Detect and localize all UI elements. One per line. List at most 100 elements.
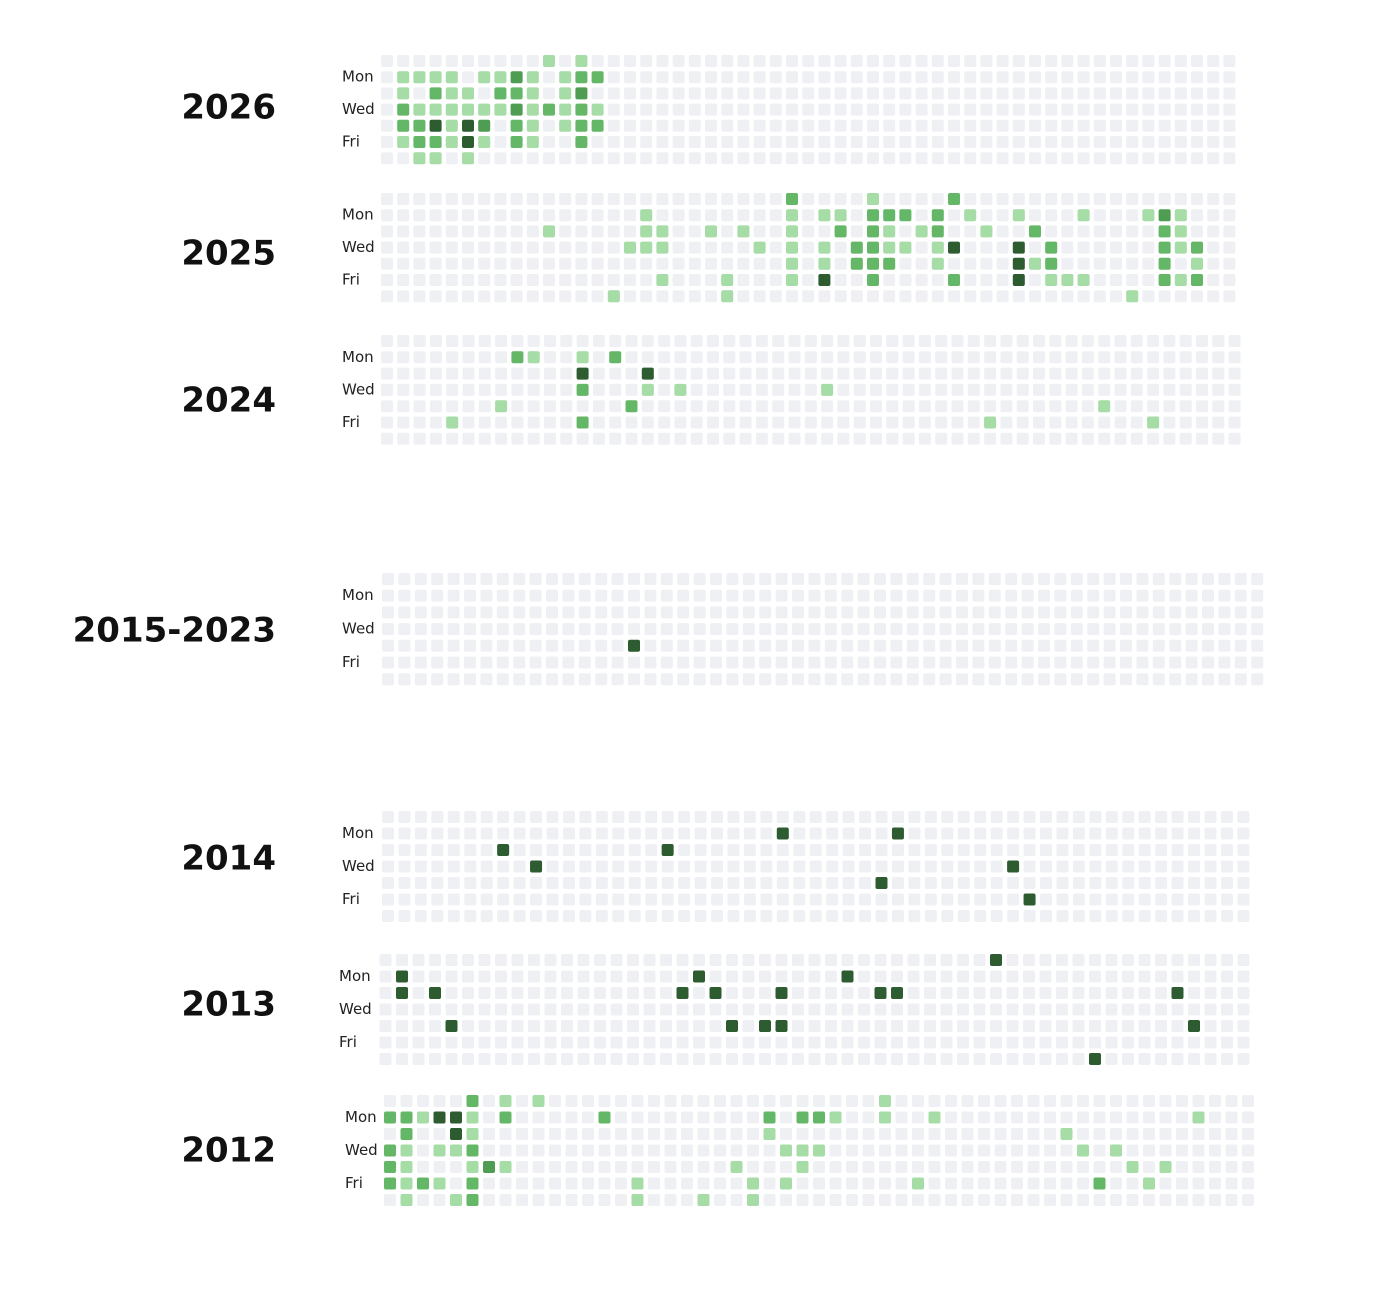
empty-cell [737, 290, 750, 303]
empty-cell [1061, 87, 1074, 100]
empty-cell [902, 351, 915, 364]
empty-cell [559, 225, 572, 238]
empty-cell [516, 1194, 528, 1206]
empty-cell [972, 673, 985, 686]
empty-cell [397, 193, 410, 205]
empty-cell [612, 877, 625, 889]
contribution-cell [429, 103, 442, 116]
empty-cell [846, 1095, 858, 1107]
empty-cell [532, 1111, 545, 1124]
empty-cell [429, 241, 442, 254]
empty-cell [660, 656, 673, 669]
empty-cell [899, 103, 912, 116]
empty-cell [381, 209, 393, 222]
empty-cell [747, 1161, 759, 1173]
contribution-cell [730, 1161, 743, 1173]
empty-cell [648, 1177, 660, 1190]
empty-cell [676, 1053, 689, 1065]
empty-cell [990, 811, 1003, 823]
empty-cell [1204, 954, 1217, 966]
empty-cell [1143, 1095, 1155, 1107]
empty-cell [1105, 954, 1118, 966]
empty-cell [478, 1053, 491, 1065]
empty-cell [834, 152, 847, 165]
empty-cell [1005, 606, 1018, 619]
empty-cell [850, 274, 863, 286]
empty-cell [1089, 893, 1102, 906]
empty-cell [656, 136, 669, 148]
empty-cell [598, 1161, 611, 1173]
empty-cell [918, 367, 931, 380]
empty-cell [994, 1095, 1007, 1107]
empty-cell [494, 152, 507, 165]
empty-cell [429, 970, 441, 983]
empty-cell [1163, 416, 1176, 429]
empty-cell [1188, 987, 1200, 999]
empty-cell [984, 351, 997, 364]
contribution-cell [429, 119, 442, 132]
empty-cell [658, 335, 671, 347]
empty-cell [382, 827, 394, 840]
empty-cell [510, 290, 523, 303]
empty-cell [1155, 1003, 1167, 1016]
empty-cell [627, 1003, 639, 1016]
contribution-cell [786, 209, 798, 222]
empty-cell [510, 193, 523, 205]
empty-cell [381, 383, 393, 396]
empty-cell [1077, 1095, 1089, 1107]
contribution-cell [1098, 400, 1111, 413]
empty-cell [1136, 623, 1149, 636]
empty-cell [478, 970, 491, 983]
empty-cell [381, 136, 393, 148]
empty-cell [737, 55, 750, 67]
empty-cell [592, 400, 605, 413]
empty-cell [788, 432, 801, 445]
empty-cell [769, 87, 782, 100]
empty-cell [796, 1095, 809, 1107]
empty-cell [697, 1161, 710, 1173]
empty-cell [918, 432, 931, 445]
empty-cell [1212, 383, 1225, 396]
empty-cell [565, 1177, 578, 1190]
empty-cell [1163, 335, 1176, 347]
empty-cell [1061, 55, 1074, 67]
empty-cell [1207, 136, 1220, 148]
contribution-cell [466, 1095, 479, 1107]
empty-cell [640, 87, 653, 100]
empty-cell [615, 1144, 627, 1157]
empty-cell [895, 1111, 908, 1124]
empty-cell [496, 656, 509, 669]
empty-cell [780, 1111, 792, 1124]
empty-cell [429, 416, 442, 429]
empty-cell [511, 432, 524, 445]
empty-cell [624, 152, 636, 165]
empty-cell [743, 910, 756, 922]
empty-cell [494, 257, 507, 270]
contribution-cell [676, 987, 689, 999]
empty-cell [1225, 1194, 1238, 1206]
empty-cell [1159, 1194, 1172, 1206]
empty-cell [793, 811, 806, 823]
empty-cell [1196, 351, 1208, 364]
empty-cell [924, 910, 937, 922]
contribution-cell [867, 225, 879, 238]
empty-cell [516, 1095, 528, 1107]
empty-cell [1158, 71, 1171, 84]
empty-cell [1105, 1036, 1118, 1049]
empty-cell [875, 827, 888, 840]
empty-cell [1011, 1128, 1023, 1140]
empty-cell [690, 335, 703, 347]
empty-cell [1196, 383, 1208, 396]
empty-cell [967, 416, 980, 429]
empty-cell [478, 241, 491, 254]
empty-cell [414, 573, 427, 585]
empty-cell [628, 877, 641, 889]
empty-cell [908, 893, 921, 906]
empty-cell [931, 103, 944, 116]
empty-cell [908, 827, 921, 840]
empty-cell [607, 209, 620, 222]
empty-cell [941, 827, 954, 840]
empty-cell [1122, 1003, 1134, 1016]
empty-cell [824, 639, 837, 652]
empty-cell [813, 1128, 825, 1140]
